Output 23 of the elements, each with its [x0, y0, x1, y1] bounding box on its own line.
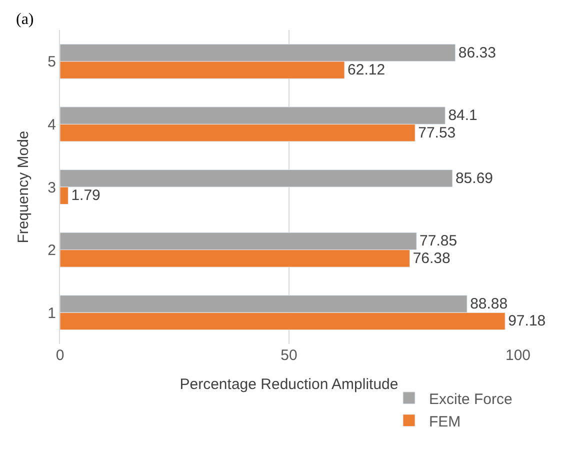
y-tick-label: 3 — [48, 179, 56, 196]
data-label: 85.69 — [455, 170, 494, 187]
data-label: 88.88 — [470, 295, 508, 312]
data-label: 1.79 — [71, 187, 100, 204]
data-label: 62.12 — [348, 62, 386, 79]
x-tick-label: 100 — [505, 347, 531, 364]
y-tick-label: 4 — [48, 116, 56, 134]
y-axis-title: Frequency Mode — [14, 130, 32, 244]
y-tick-label: 2 — [48, 242, 56, 260]
y-tick-label: 1 — [48, 304, 56, 322]
data-label: 86.33 — [458, 44, 496, 62]
x-axis-title: Percentage Reduction Amplitude — [180, 376, 398, 393]
data-label: 76.38 — [412, 250, 450, 267]
legend-label: FEM — [429, 413, 461, 430]
y-tick-label: 5 — [48, 54, 56, 71]
data-label: 77.85 — [420, 232, 458, 250]
text: (a) — [16, 11, 34, 28]
x-tick-label: 50 — [280, 347, 298, 364]
legend-label: Excite Force — [429, 390, 512, 408]
x-tick-label: 0 — [56, 347, 64, 364]
data-label: 77.53 — [418, 124, 456, 142]
data-label: 97.18 — [508, 312, 546, 330]
data-label: 84.1 — [448, 107, 478, 124]
